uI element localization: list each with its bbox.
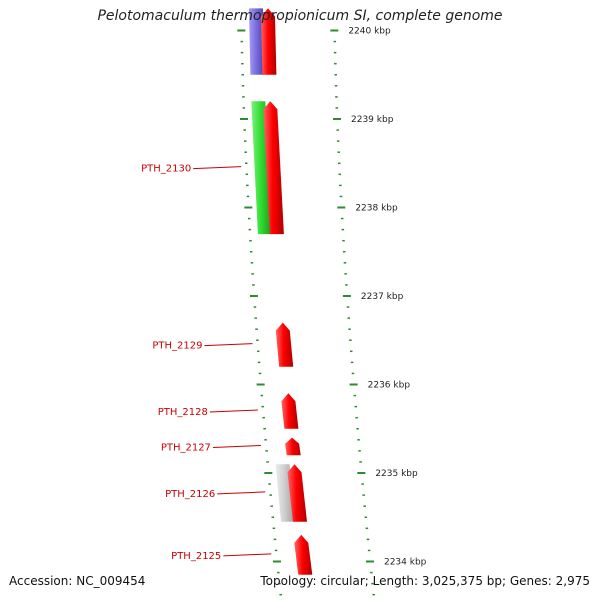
scale-tick-layer: 2240 kbp 2239 kbp 2238 kbp 2237 kbp 2236 kbp… bbox=[237, 27, 427, 596]
gene-label[interactable]: PTH_2127 bbox=[161, 442, 211, 453]
pth-2130-forward-gene-arrow[interactable] bbox=[263, 101, 284, 235]
gene-label[interactable]: PTH_2129 bbox=[152, 341, 202, 352]
gene-label-leader bbox=[217, 491, 266, 495]
gene-label-leader bbox=[223, 553, 272, 557]
genome-summary-text: Topology: circular; Length: 3,025,375 bp… bbox=[260, 574, 590, 588]
gene-label-layer: PTH_2130 PTH_2129 PTH_2128 PTH_2127 PTH_2126… bbox=[141, 164, 272, 562]
gene-label-leader bbox=[209, 409, 258, 413]
kbp-scale-label: 2235 kbp bbox=[375, 469, 418, 479]
map-title: Pelotomaculum thermopropionicum SI, comp… bbox=[97, 8, 503, 24]
accession-text: Accession: NC_009454 bbox=[9, 574, 146, 588]
gene-feature-layer bbox=[249, 8, 313, 575]
pth-2128-forward-gene-arrow[interactable] bbox=[281, 393, 299, 429]
kbp-scale-label: 2237 kbp bbox=[361, 292, 404, 302]
pth-2129-forward-gene-arrow[interactable] bbox=[275, 322, 294, 367]
gene-label[interactable]: PTH_2125 bbox=[171, 551, 221, 562]
pth-2127-forward-gene-arrow[interactable] bbox=[285, 437, 301, 456]
pth-2126-forward-gene-arrow[interactable] bbox=[287, 464, 308, 522]
pth-2125-forward-gene-arrow[interactable] bbox=[294, 534, 313, 575]
reverse-gene-arrow[interactable] bbox=[249, 8, 265, 75]
gene-label[interactable]: PTH_2130 bbox=[141, 164, 191, 175]
gene-label[interactable]: PTH_2126 bbox=[165, 489, 215, 500]
kbp-scale-label: 2239 kbp bbox=[351, 115, 394, 125]
kbp-scale-label: 2234 kbp bbox=[384, 558, 427, 568]
forward-gene-arrow[interactable] bbox=[261, 8, 277, 75]
gene-label[interactable]: PTH_2128 bbox=[158, 407, 208, 418]
kbp-scale-label: 2236 kbp bbox=[368, 381, 411, 391]
gene-label-leader bbox=[193, 166, 242, 170]
gene-label-leader bbox=[204, 343, 253, 347]
kbp-scale-label: 2238 kbp bbox=[355, 204, 398, 214]
gene-label-leader bbox=[212, 444, 261, 448]
kbp-scale-label: 2240 kbp bbox=[348, 27, 391, 37]
